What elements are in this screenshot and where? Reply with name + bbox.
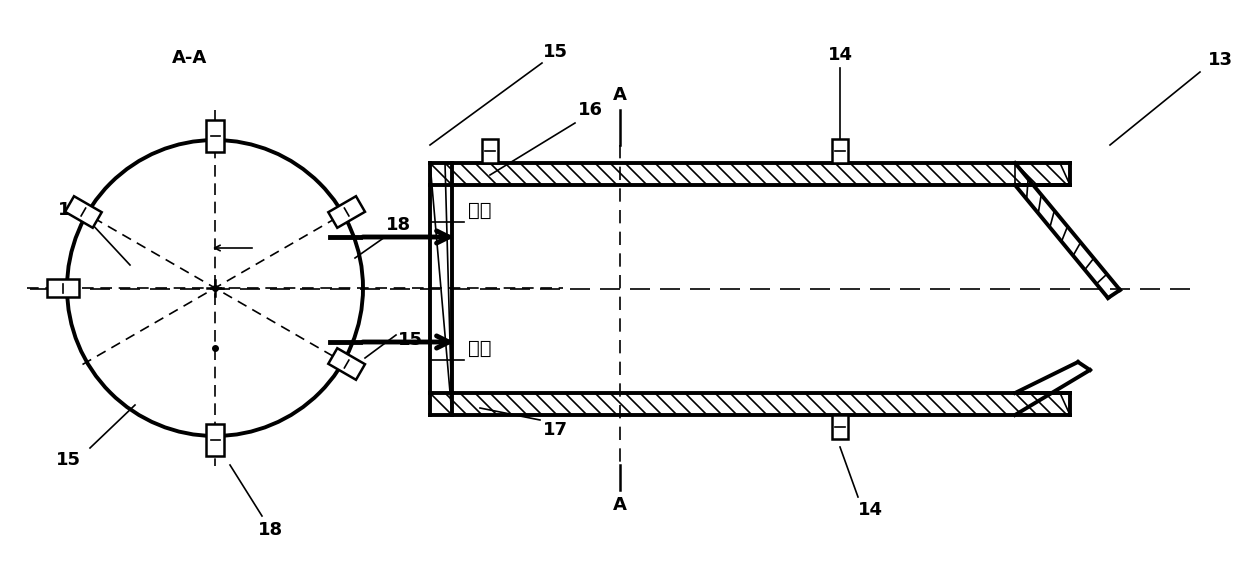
Text: 15: 15 bbox=[543, 43, 568, 61]
Text: A: A bbox=[613, 86, 627, 104]
Polygon shape bbox=[329, 196, 365, 228]
Bar bbox=[832, 415, 848, 439]
Text: 15: 15 bbox=[398, 331, 423, 349]
Text: A: A bbox=[613, 496, 627, 514]
Polygon shape bbox=[206, 424, 224, 456]
Text: 18: 18 bbox=[386, 216, 410, 234]
Polygon shape bbox=[329, 348, 365, 380]
Bar bbox=[482, 139, 498, 163]
Text: 正极: 正极 bbox=[467, 201, 491, 220]
Polygon shape bbox=[206, 120, 224, 152]
Text: 14: 14 bbox=[827, 46, 853, 64]
Text: 15: 15 bbox=[56, 451, 81, 469]
Bar bbox=[832, 139, 848, 163]
Text: 负极: 负极 bbox=[467, 339, 491, 358]
Text: 18: 18 bbox=[57, 201, 83, 219]
Text: 13: 13 bbox=[1208, 51, 1233, 69]
Text: 17: 17 bbox=[543, 421, 568, 439]
Polygon shape bbox=[64, 196, 102, 228]
Text: 14: 14 bbox=[858, 501, 883, 519]
Text: A-A: A-A bbox=[172, 49, 207, 67]
Text: 16: 16 bbox=[578, 101, 603, 119]
Polygon shape bbox=[47, 279, 79, 297]
Text: 18: 18 bbox=[258, 521, 283, 539]
